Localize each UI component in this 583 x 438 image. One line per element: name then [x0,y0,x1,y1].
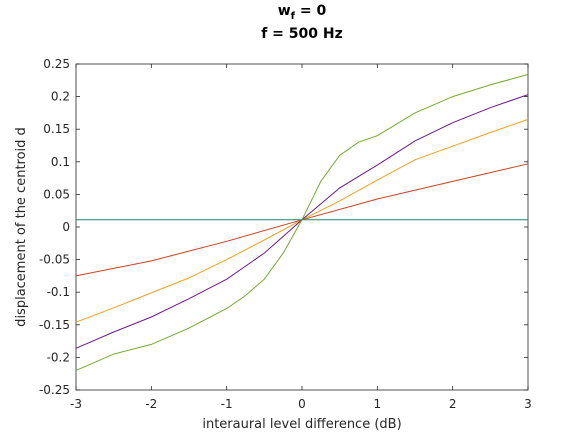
chart-title-line-2: f = 500 Hz [261,26,343,42]
series-layer [75,73,529,371]
y-tick-label: -0.05 [39,253,70,267]
x-axis-label: interaural level difference (dB) [202,417,401,432]
y-tick-label: -0.1 [47,285,70,299]
plot-area [75,63,529,391]
y-tick-label: -0.25 [39,383,70,397]
y-tick-label: -0.15 [39,318,70,332]
y-tick-label: 0.2 [51,90,70,104]
x-tick-label: -2 [145,397,157,411]
y-tick-label: 0 [62,220,70,234]
tick-layer: -3 -2 -1 0 1 2 3 0.25 0.2 0.15 0.1 0.05 0 -0.05 -0.1 -0… [39,57,532,411]
x-tick-label: 0 [298,397,306,411]
y-tick-label: 0.15 [43,122,70,136]
y-tick-label: 0.1 [51,155,70,169]
chart-title-line-1: wf = 0 [278,3,327,22]
x-tick-label: 1 [374,397,382,411]
x-tick-label: 2 [449,397,457,411]
y-tick-label: 0.25 [43,57,70,71]
y-tick-label: -0.2 [47,350,70,364]
x-tick-label: -3 [70,397,82,411]
y-tick-label: 0.05 [43,187,70,201]
y-axis-label: displacement of the centroid d [14,127,29,327]
x-tick-label: 3 [524,397,532,411]
x-tick-label: -1 [221,397,233,411]
